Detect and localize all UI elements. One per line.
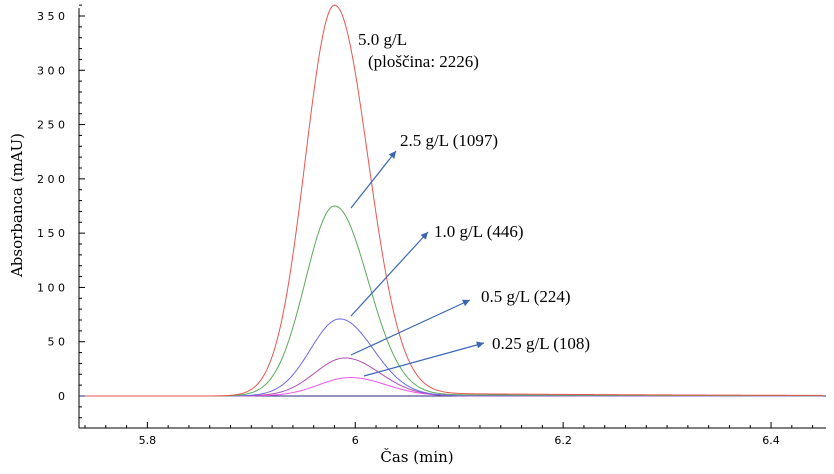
annotation-1g: 1.0 g/L (446) — [434, 222, 524, 241]
arrow-0-5g — [350, 299, 471, 356]
y-tick-label: 0 — [58, 390, 65, 403]
series-line-1-0-g-l — [85, 318, 823, 397]
y-tick-label: 5 0 — [48, 336, 66, 349]
arrow-0-25g — [363, 341, 485, 377]
y-tick-label: 3 5 0 — [37, 10, 65, 23]
ticks-layer: 0 5 0 1 0 0 1 5 0 2 0 0 2 5 0 3 0 0 3 5 0 5.8 6 6.… — [37, 10, 780, 447]
series-layer — [85, 4, 823, 397]
x-axis-title: Čas (min) — [380, 448, 453, 466]
arrow-1g — [350, 231, 429, 317]
x-tick-label: 6.4 — [762, 434, 780, 447]
annotation-0-25g: 0.25 g/L (108) — [492, 334, 590, 353]
y-tick-label: 1 0 0 — [37, 281, 65, 294]
series-line-5-0-g-l — [85, 4, 823, 397]
y-tick-label: 2 5 0 — [37, 119, 65, 132]
annotation-0-5g: 0.5 g/L (224) — [481, 287, 571, 306]
x-tick-label: 6.2 — [554, 434, 572, 447]
annotation-2-5g: 2.5 g/L (1097) — [400, 131, 498, 150]
y-tick-label: 2 0 0 — [37, 173, 65, 186]
x-tick-label: 5.8 — [139, 434, 157, 447]
x-tick-label: 6 — [352, 434, 359, 447]
series-line-0-5-g-l — [85, 357, 823, 397]
y-axis-title: Absorbanca (mAU) — [8, 133, 26, 278]
arrow-2-5g — [350, 150, 397, 209]
annotation-5g-area: (ploščina: 2226) — [368, 52, 479, 71]
y-tick-label: 1 5 0 — [37, 227, 65, 240]
annotation-5g-label: 5.0 g/L — [358, 30, 407, 49]
y-tick-label: 3 0 0 — [37, 64, 65, 77]
